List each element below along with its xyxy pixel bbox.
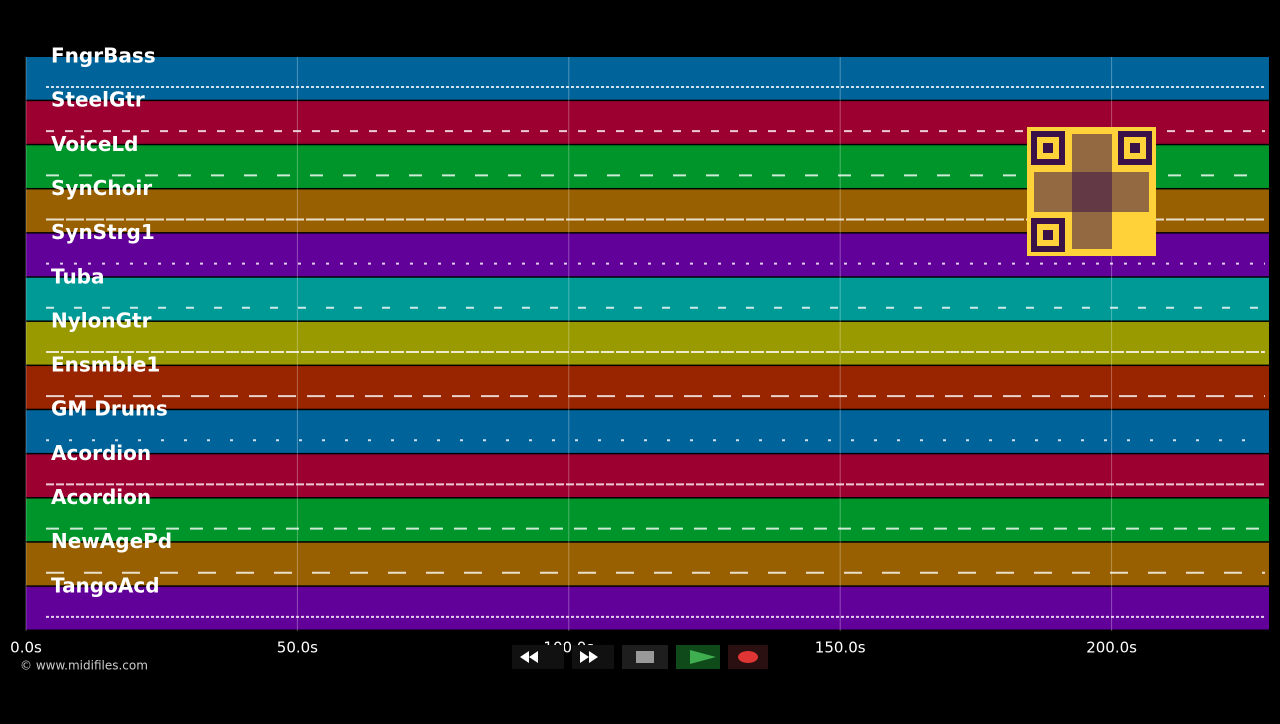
track-lane [26,57,1269,100]
stop-icon [636,651,654,663]
track-label: SynChoir [51,176,152,200]
track-lane [26,542,1269,586]
track-lane [26,321,1269,365]
grid: 0.0s 50.0s 100.0s 150.0s 200.0s [10,57,1137,657]
controls [512,645,768,669]
track-label: Acordion [51,441,151,465]
track-label: SteelGtr [51,88,145,112]
track-label: GM Drums [51,397,168,421]
track-lane [26,586,1269,630]
forward-icon [580,651,598,663]
rewind-icon [520,651,538,663]
qr-code [1027,127,1156,256]
track-label: SynStrg1 [51,220,155,244]
x-tick-label: 50.0s [277,639,318,657]
x-tick-label: 0.0s [10,639,42,657]
x-tick-label: 150.0s [815,639,866,657]
copyright: © www.midifiles.com [20,659,148,673]
track-lane [26,498,1269,542]
record-icon [738,651,758,663]
track-label: Tuba [51,264,105,288]
track-label: Acordion [51,485,151,509]
labels: FngrBass SteelGtr VoiceLd SynChoir SynStrg1 T… [51,44,172,598]
track-lane [26,366,1269,409]
track-label: TangoAcd [51,573,160,597]
track-label: Ensmble1 [51,353,160,377]
track-lane [26,277,1269,321]
track-label: FngrBass [51,44,156,68]
x-tick-label: 200.0s [1086,639,1137,657]
track-label: NylonGtr [51,308,152,332]
track-label: NewAgePd [51,529,172,553]
track-lane [26,454,1269,498]
track-label: VoiceLd [51,132,138,156]
track-lane [26,410,1269,453]
play-icon [690,650,716,664]
